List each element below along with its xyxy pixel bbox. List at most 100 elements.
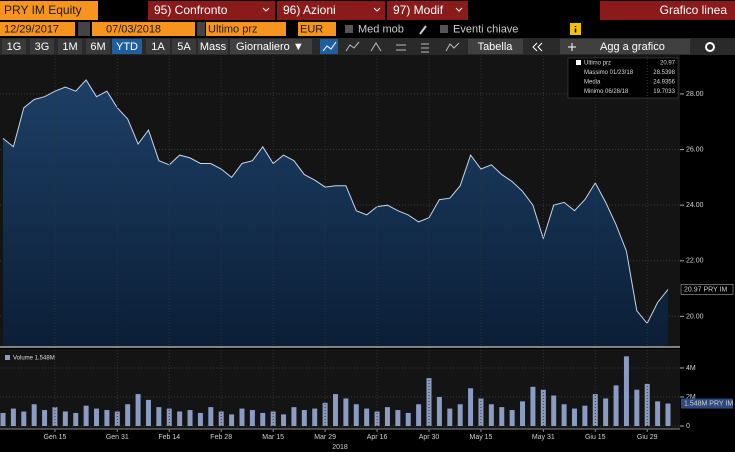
- dropdown-arrow: [262, 7, 270, 12]
- period-button[interactable]: [86, 39, 110, 54]
- add-button-box[interactable]: [560, 39, 690, 54]
- stats-value: 20.97: [660, 61, 676, 67]
- volume-bar: [551, 395, 557, 426]
- x-tick-label: May 31: [532, 434, 555, 441]
- stats-label: Media: [584, 80, 601, 86]
- checkbox[interactable]: [345, 25, 353, 33]
- volume-legend: Volume 1.548M: [13, 356, 55, 362]
- volume-bar: [197, 412, 203, 426]
- ticker-box[interactable]: [0, 1, 98, 20]
- frequency-box[interactable]: [230, 39, 312, 54]
- period-button[interactable]: [112, 39, 142, 54]
- currency-box[interactable]: [298, 22, 336, 36]
- menu-label: 95) Confronto: [154, 3, 228, 17]
- price-tag: 20.97 PRY IM: [684, 286, 727, 293]
- volume-bar: [374, 411, 380, 426]
- period-button[interactable]: [146, 39, 170, 54]
- volume-bar: [509, 410, 515, 426]
- volume-bar: [468, 388, 474, 426]
- menu-button[interactable]: [387, 1, 468, 20]
- field-box[interactable]: [206, 22, 286, 36]
- volume-bar: [145, 399, 151, 426]
- volume-bar: [62, 411, 68, 426]
- menu-button[interactable]: [148, 1, 275, 20]
- menu-button[interactable]: [277, 1, 385, 20]
- period-label: YTD: [116, 41, 138, 53]
- currency: EUR: [300, 23, 323, 35]
- start-date-box[interactable]: [0, 22, 75, 36]
- price-tag-box: [680, 284, 734, 295]
- frequency: Giornaliero ▼: [236, 41, 304, 53]
- option-label: Med mob: [358, 23, 404, 35]
- dropdown-arrow: [373, 7, 381, 12]
- x-tick-label: Giu 29: [637, 434, 658, 441]
- period-button[interactable]: [30, 39, 54, 54]
- add-button: Agg a grafico: [600, 41, 665, 53]
- volume-bar: [135, 394, 141, 426]
- line-icon[interactable]: [320, 39, 338, 54]
- table-button-box[interactable]: [468, 39, 523, 54]
- volume-bar: [364, 408, 370, 426]
- volume-bar: [655, 401, 661, 426]
- x-tick-label: Feb 14: [158, 434, 180, 441]
- pencil-icon[interactable]: [419, 25, 427, 35]
- period-button[interactable]: [58, 39, 82, 54]
- volume-bar: [416, 404, 422, 426]
- volume-bar: [561, 404, 567, 426]
- volume-bar: [249, 410, 255, 426]
- legend-swatch: [5, 355, 10, 360]
- field: Ultimo prz: [208, 23, 258, 35]
- volume-bar: [114, 411, 120, 426]
- volume-bar: [384, 407, 390, 426]
- y-tick-label: 2M: [686, 394, 696, 401]
- volume-bar: [177, 411, 183, 426]
- volume-bar: [488, 404, 494, 426]
- volume-bar: [301, 410, 307, 426]
- volume-bar: [520, 401, 526, 426]
- tool-icons[interactable]: [345, 41, 460, 53]
- price-area: [3, 80, 668, 347]
- menu-label: 97) Modif: [393, 3, 444, 17]
- period-button[interactable]: [2, 39, 26, 54]
- checkbox[interactable]: [440, 25, 448, 33]
- period-label: 1A: [151, 41, 165, 53]
- volume-bar: [166, 408, 172, 426]
- volume-bar: [0, 412, 6, 426]
- x-tick-label: Mar 15: [262, 434, 284, 441]
- table-button: Tabella: [478, 41, 514, 53]
- x-tick-label: Giu 15: [585, 434, 606, 441]
- calendar-button[interactable]: [78, 22, 90, 36]
- volume-bar: [156, 407, 162, 426]
- stats-value: 19.7033: [653, 89, 675, 95]
- volume-bar: [634, 389, 640, 426]
- line-glyph: [322, 41, 337, 52]
- period-label: 1M: [62, 41, 77, 53]
- calendar-button[interactable]: [197, 22, 205, 36]
- volume-bar: [104, 410, 110, 426]
- y-tick-label: 0: [686, 423, 690, 430]
- period-button[interactable]: [172, 39, 196, 54]
- period-label: 5A: [177, 41, 191, 53]
- chart-kind: Grafico linea: [660, 3, 728, 17]
- stats-label: Ultimo prz: [584, 61, 611, 67]
- x-tick-label: Gen 15: [43, 434, 66, 441]
- settings-icon[interactable]: [705, 42, 715, 52]
- volume-bar: [83, 405, 89, 426]
- start-date: 12/29/2017: [4, 23, 59, 35]
- period-button[interactable]: [198, 39, 228, 54]
- plus-icon: [568, 43, 576, 51]
- volume-bar: [353, 404, 359, 426]
- end-date-box[interactable]: [92, 22, 195, 36]
- volume-panel: [0, 349, 680, 429]
- volume-bar: [478, 398, 484, 426]
- x-tick-label: Gen 31: [106, 434, 129, 441]
- volume-tag: 1.548M PRY IM: [684, 400, 733, 407]
- x-tick-label: Mar 29: [314, 434, 336, 441]
- stats-value: 28.5398: [653, 70, 675, 76]
- stats-value: 24.9356: [653, 80, 675, 86]
- volume-bar: [322, 402, 328, 426]
- volume-bar: [395, 410, 401, 426]
- collapse-icon[interactable]: [532, 42, 543, 52]
- x-tick-label: Apr 30: [419, 434, 440, 441]
